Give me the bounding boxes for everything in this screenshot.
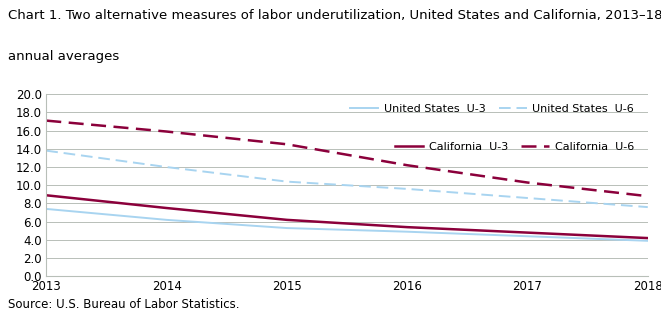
Text: Chart 1. Two alternative measures of labor underutilization, United States and C: Chart 1. Two alternative measures of lab…: [8, 9, 661, 22]
Legend: California  U-3, California  U-6: California U-3, California U-6: [393, 140, 636, 154]
Text: annual averages: annual averages: [8, 50, 119, 63]
Text: Source: U.S. Bureau of Labor Statistics.: Source: U.S. Bureau of Labor Statistics.: [8, 298, 239, 311]
